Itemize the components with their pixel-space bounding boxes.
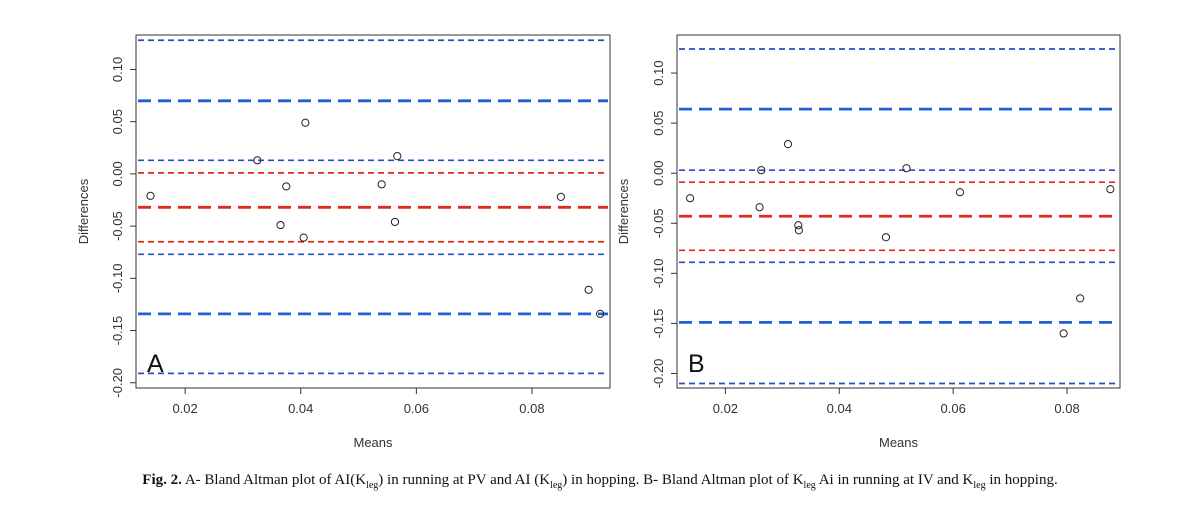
data-point-6 [301, 118, 310, 127]
data-point-7 [881, 233, 891, 242]
y-tick-label: -0.20 [110, 368, 125, 398]
y-tick-label: -0.15 [110, 316, 125, 346]
y-tick-label: -0.05 [110, 211, 125, 241]
data-point-3 [276, 220, 285, 230]
y-tick-label: 0.00 [110, 161, 125, 186]
data-point-12 [1106, 185, 1115, 194]
y-tick-label: -0.10 [651, 259, 666, 289]
y-tick-label: -0.10 [110, 264, 125, 294]
x-tick-label: 0.06 [941, 401, 966, 416]
data-point-8 [902, 164, 911, 173]
data-point-10 [1059, 329, 1068, 338]
data-point-5 [794, 221, 803, 230]
figure-caption: Fig. 2. A- Bland Altman plot of AI(Kleg)… [0, 472, 1200, 491]
panel-label: A [147, 350, 164, 378]
y-tick-label: -0.20 [651, 359, 666, 389]
y-tick-label: -0.15 [651, 309, 666, 339]
data-point-9 [393, 152, 402, 161]
plot-panel-a: 0.02 0.04 0.06 0.08 -0.20 -0.15 -0.10 -0.05 0.00… [76, 34, 611, 450]
data-point-1 [146, 191, 155, 200]
data-point-12 [596, 309, 605, 318]
x-tick-label: 0.04 [288, 401, 313, 416]
caption-text-b2: Ai in running at IV and K [815, 472, 974, 488]
data-point-1 [685, 194, 695, 203]
data-point-10 [556, 192, 565, 201]
y-tick-label: -0.05 [651, 208, 666, 238]
caption-sub-b1: leg [803, 480, 816, 491]
plot-frame [676, 34, 1121, 389]
caption-text-a2: ) in running at PV and AI (K [378, 472, 551, 488]
x-tick-label: 0.02 [172, 401, 197, 416]
plot-panel-b: 0.02 0.04 0.06 0.08 -0.20 -0.15 -0.10 -0.05 0.00… [616, 34, 1121, 450]
data-point-9 [955, 188, 965, 197]
x-tick-label: 0.08 [1054, 401, 1079, 416]
data-point-11 [584, 285, 593, 294]
caption-text-a1: A- Bland Altman plot of AI(K [184, 472, 367, 488]
panel-label: B [688, 350, 705, 378]
plot-frame [135, 34, 611, 389]
y-axis-label: Differences [76, 178, 91, 244]
x-tick-label: 0.02 [713, 401, 738, 416]
y-tick-label: 0.10 [651, 60, 666, 85]
data-point-2 [253, 156, 262, 165]
x-axis-label: Means [353, 435, 393, 450]
x-axis-label: Means [879, 435, 919, 450]
data-point-5 [299, 233, 308, 242]
data-point-7 [377, 180, 386, 189]
data-point-4 [282, 182, 291, 191]
data-point-3 [757, 166, 766, 175]
data-point-4 [783, 140, 793, 149]
caption-sub-a1: leg [366, 480, 379, 491]
data-point-2 [755, 203, 764, 212]
y-tick-label: 0.10 [110, 57, 125, 82]
y-tick-label: 0.00 [651, 161, 666, 186]
data-point-11 [1076, 294, 1085, 303]
caption-text-a3: ) in hopping. B- Bland Altman plot of K [562, 472, 804, 488]
x-tick-label: 0.04 [827, 401, 852, 416]
caption-sub-a2: leg [550, 480, 563, 491]
y-axis-label: Differences [616, 178, 631, 244]
caption-label: Fig. 2. [142, 472, 182, 488]
y-tick-label: 0.05 [651, 110, 666, 135]
data-point-6 [794, 226, 803, 235]
y-tick-label: 0.05 [110, 109, 125, 134]
caption-text-b3: in hopping. [985, 472, 1058, 488]
x-tick-label: 0.08 [519, 401, 544, 416]
caption-sub-b2: leg [973, 480, 986, 491]
data-point-8 [390, 217, 400, 227]
x-tick-label: 0.06 [404, 401, 429, 416]
